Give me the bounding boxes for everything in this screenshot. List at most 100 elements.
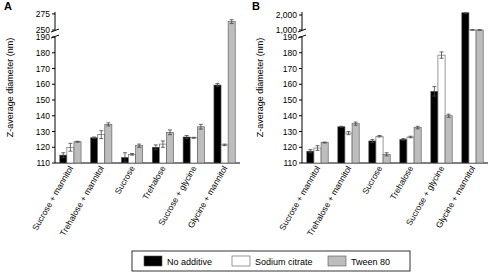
error-cap (385, 152, 389, 153)
error-cap (447, 114, 451, 115)
y-tick-label: 130 (283, 127, 297, 137)
y-tick (299, 131, 302, 132)
error-cap (409, 136, 413, 137)
y-tick-label: 110 (36, 158, 50, 168)
error-line (448, 114, 449, 117)
axis-break (298, 29, 306, 32)
error-bar (339, 126, 343, 128)
error-cap (230, 23, 234, 24)
bar (400, 139, 407, 163)
error-line (124, 153, 125, 162)
error-bar (92, 137, 96, 139)
bar (190, 138, 197, 163)
x-tick-label: Trehalose + mannitol (58, 164, 106, 238)
error-line (70, 143, 71, 151)
error-cap (92, 137, 96, 138)
error-cap (323, 142, 327, 143)
error-cap (409, 137, 413, 138)
y-tick (299, 163, 302, 164)
bar (314, 148, 321, 163)
y-tick (52, 37, 55, 38)
bar (431, 91, 438, 163)
error-cap (130, 155, 134, 156)
y-tick-label: 140 (283, 111, 297, 121)
error-cap (316, 145, 320, 146)
y-tick-label: 1,000 (276, 25, 298, 35)
error-line (186, 135, 187, 138)
figure: AZ-average diameter (nm)1101201301401501… (0, 0, 500, 279)
x-axis-line (55, 163, 240, 164)
error-bar (385, 153, 389, 156)
error-bar (154, 145, 158, 150)
y-tick (299, 37, 302, 38)
error-cap (316, 150, 320, 151)
error-cap (215, 86, 219, 87)
bar (152, 147, 159, 163)
y-tick (52, 84, 55, 85)
error-cap (161, 147, 165, 148)
panel-label: B (252, 0, 260, 12)
bar (476, 30, 483, 163)
error-bar (215, 83, 219, 86)
legend-box (132, 251, 410, 271)
legend-label: Sodium citrate (255, 257, 313, 267)
y-tick-label: 150 (36, 95, 50, 105)
bars (307, 12, 483, 163)
error-cap (471, 30, 475, 31)
y-tick (52, 13, 55, 14)
error-cap (68, 151, 72, 152)
error-cap (378, 135, 382, 136)
error-cap (416, 126, 420, 127)
error-cap (192, 138, 196, 139)
error-cap (447, 117, 451, 118)
bar (345, 133, 352, 163)
y-tick (299, 30, 302, 31)
y-tick (52, 68, 55, 69)
error-bar (370, 139, 374, 142)
error-cap (432, 86, 436, 87)
error-cap (308, 152, 312, 153)
error-cap (99, 130, 103, 131)
error-cap (370, 142, 374, 143)
error-cap (339, 126, 343, 127)
x-axis-line (302, 163, 488, 164)
error-cap (347, 134, 351, 135)
error-cap (168, 129, 172, 130)
error-bar (199, 124, 203, 129)
y-axis-label: Z-average diameter (nm) (5, 38, 15, 138)
bar (136, 146, 143, 163)
error-bar (161, 141, 165, 147)
error-cap (199, 129, 203, 130)
y-tick (52, 100, 55, 101)
error-cap (478, 30, 482, 31)
error-line (231, 20, 232, 24)
x-tick-label: Glycine + mannitol (433, 164, 477, 230)
error-cap (223, 144, 227, 145)
error-bar (308, 150, 312, 153)
error-line (310, 150, 311, 153)
error-bar (432, 87, 436, 96)
bar (376, 136, 383, 163)
bar (183, 137, 190, 163)
bar (129, 154, 136, 163)
error-cap (215, 83, 219, 84)
x-tick-label: Glycine + mannitol (186, 164, 230, 230)
y-tick-label: 275 (36, 9, 50, 19)
y-tick (52, 30, 55, 31)
error-line (317, 146, 318, 151)
error-bar (106, 123, 110, 126)
y-tick-label: 130 (36, 127, 50, 137)
error-bar (409, 136, 413, 138)
bar (166, 132, 173, 163)
y-tick (299, 100, 302, 101)
bar (74, 142, 81, 163)
error-bar (99, 131, 103, 139)
error-bar (478, 29, 482, 30)
bar (321, 143, 328, 163)
error-cap (471, 29, 475, 30)
bar (438, 55, 445, 163)
error-cap (199, 124, 203, 125)
error-cap (137, 147, 141, 148)
bar (469, 30, 476, 163)
y-tick-label: 120 (36, 142, 50, 152)
